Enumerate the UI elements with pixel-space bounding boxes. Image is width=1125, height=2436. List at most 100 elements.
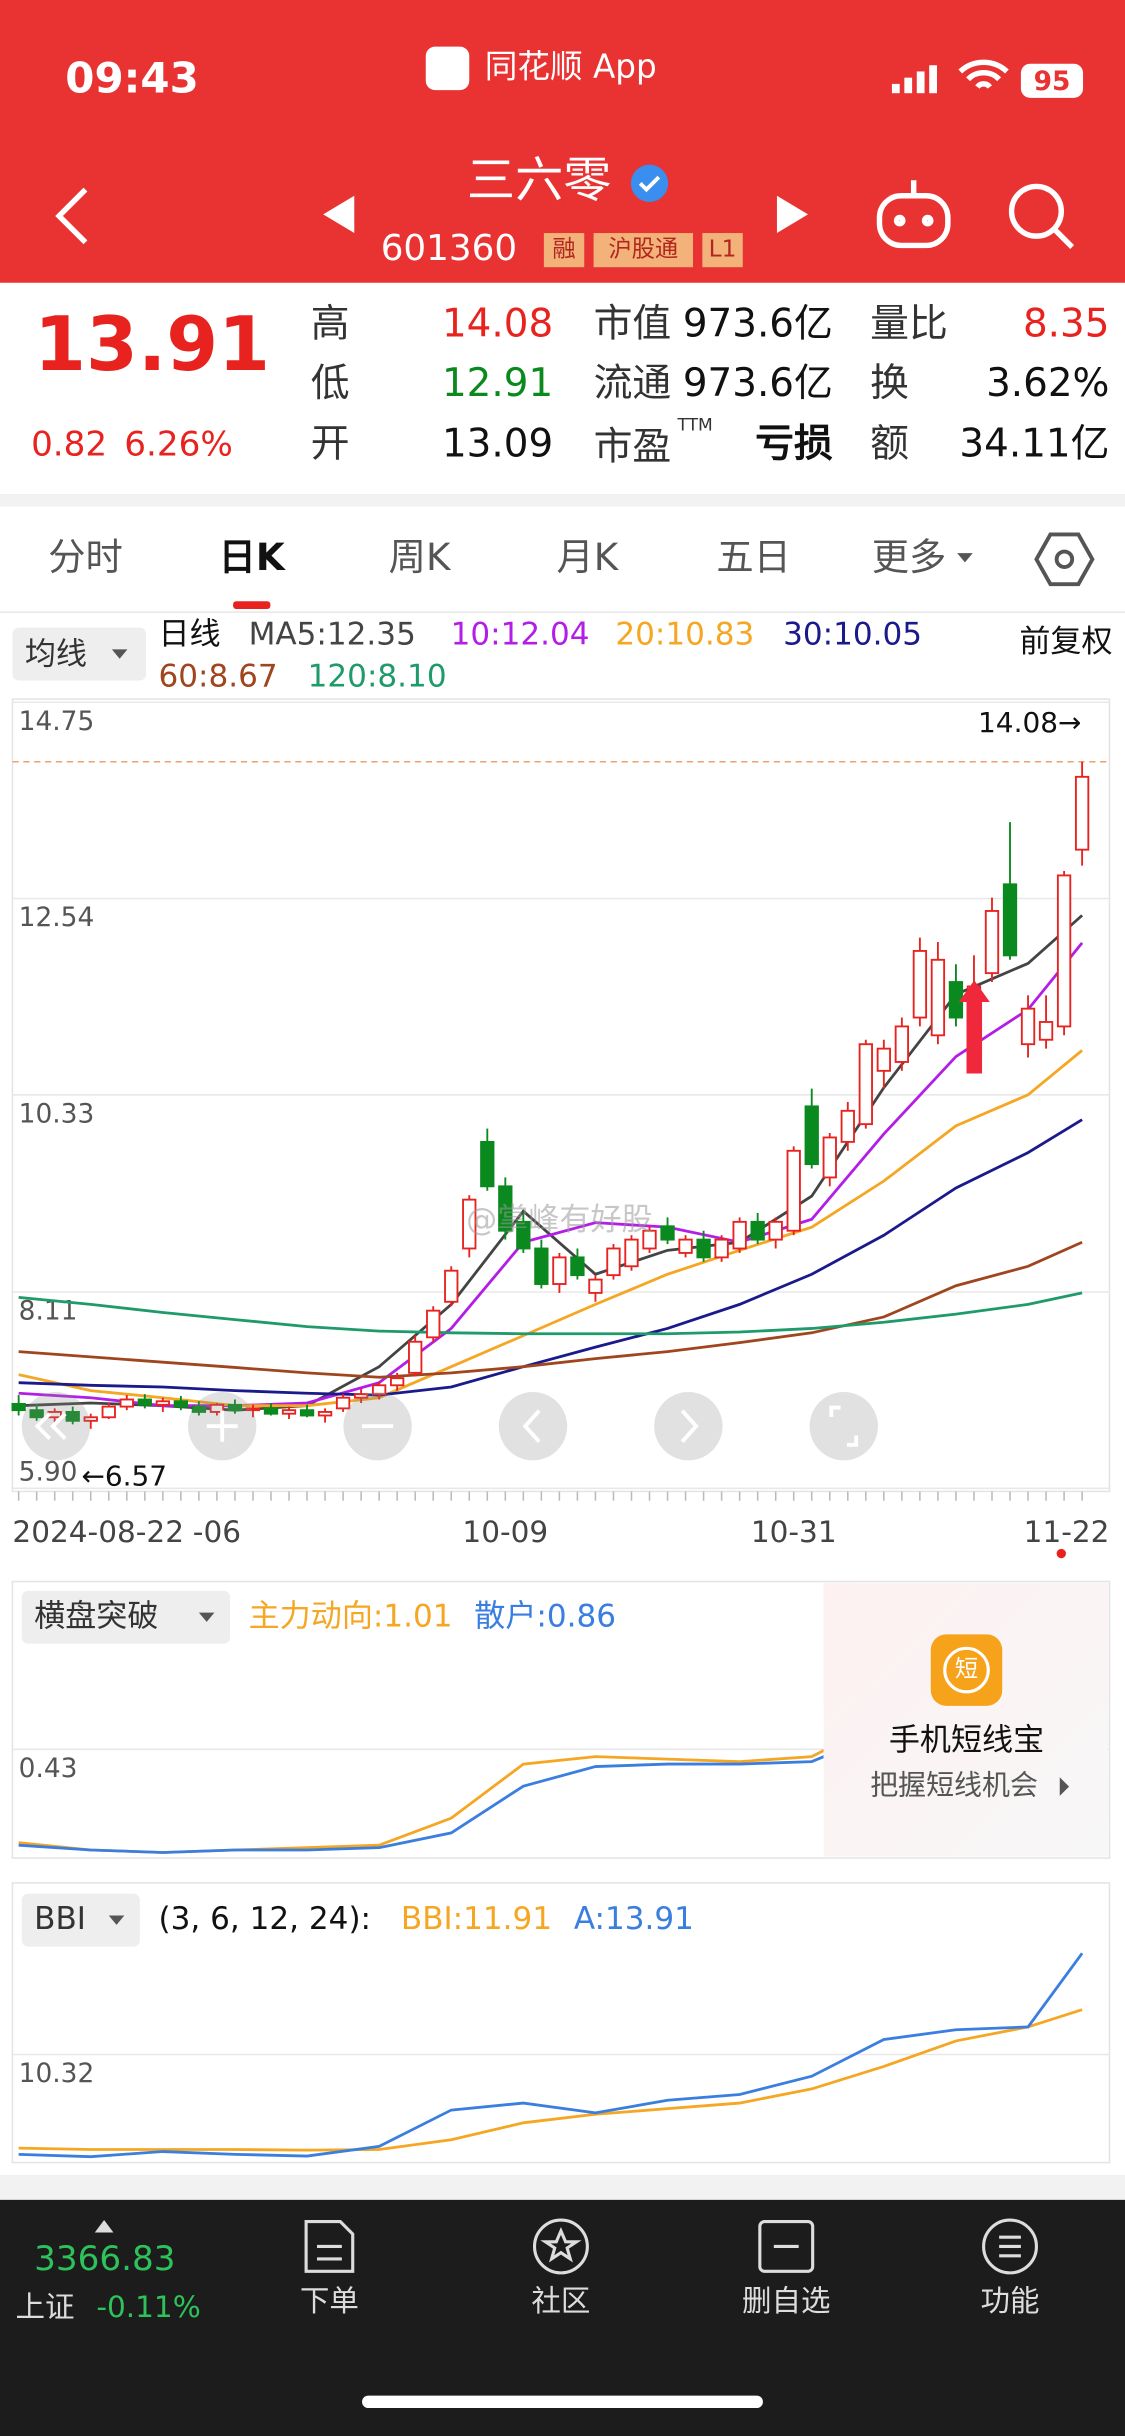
candle-body bbox=[768, 1220, 783, 1241]
toolbar-button[interactable] bbox=[809, 1392, 878, 1461]
candle-body bbox=[480, 1140, 495, 1188]
toolbar-button[interactable] bbox=[654, 1392, 723, 1461]
candle-body bbox=[552, 1256, 567, 1285]
toolbar-button[interactable] bbox=[498, 1392, 568, 1461]
candle-body bbox=[930, 958, 946, 1037]
candle-body bbox=[1002, 883, 1018, 957]
ad-title: 手机短线宝 bbox=[889, 1723, 1044, 1759]
battery-level: 95 bbox=[1034, 66, 1071, 97]
tag: 沪股通 bbox=[608, 236, 678, 263]
ad-card[interactable] bbox=[823, 1583, 1108, 1857]
stat-sup: TTM bbox=[676, 416, 712, 436]
line-series bbox=[18, 1291, 1083, 1336]
home-indicator bbox=[362, 2395, 763, 2409]
candle-body bbox=[1038, 1021, 1054, 1041]
legend-entry: BBI:11.91 bbox=[401, 1901, 552, 1937]
x-tick-label: 10-31 bbox=[751, 1515, 837, 1549]
candle-body bbox=[426, 1309, 441, 1339]
tab-underline bbox=[233, 601, 271, 609]
wifi bbox=[958, 59, 1009, 89]
legend-entry: A:13.91 bbox=[574, 1901, 694, 1937]
stat-label: 额 bbox=[870, 421, 909, 466]
legend-entry: 主力动向:1.01 bbox=[249, 1598, 453, 1634]
change-pct: 6.26% bbox=[124, 424, 233, 464]
indicator-params: (3, 6, 12, 24): bbox=[158, 1901, 371, 1937]
legend-entry: 30:10.05 bbox=[783, 616, 922, 652]
legend-entry: 20:10.83 bbox=[615, 616, 754, 652]
candle-body bbox=[606, 1247, 621, 1277]
adjust-label[interactable]: 前复权 bbox=[1019, 624, 1112, 660]
search-button[interactable] bbox=[1008, 183, 1075, 249]
tag: L1 bbox=[709, 236, 737, 263]
candle-body bbox=[696, 1238, 711, 1259]
candle-body bbox=[1074, 775, 1090, 851]
candle-body bbox=[155, 1400, 170, 1406]
change: 0.82 bbox=[31, 424, 107, 464]
stats: 高 低 开 14.08 12.91 13.09 市值 流通 市盈 TTM 973… bbox=[311, 302, 1110, 470]
candle-body bbox=[948, 981, 964, 1019]
indicator-select-label: BBI bbox=[34, 1901, 86, 1937]
app-name: 同花顺 App bbox=[485, 47, 657, 85]
tab-active[interactable]: 日K bbox=[219, 535, 286, 579]
nav-item[interactable]: 社区 bbox=[531, 2284, 590, 2318]
prev-stock[interactable] bbox=[323, 195, 355, 234]
expand-arrow[interactable] bbox=[94, 2220, 114, 2233]
candle-body bbox=[227, 1403, 243, 1412]
candle-body bbox=[534, 1247, 549, 1285]
indicator-chart: 0.43 横盘突破 主力动向:1.01 散户:0.86 bbox=[12, 1590, 1110, 1854]
candle-body bbox=[822, 1136, 837, 1179]
indicator-select[interactable] bbox=[21, 1893, 140, 1947]
stat-label: 换 bbox=[870, 361, 909, 406]
y-tick-label: 10.33 bbox=[19, 1099, 95, 1130]
dropdown-arrow bbox=[198, 1612, 215, 1622]
stock-name: 三六零 bbox=[467, 152, 611, 208]
candle-body bbox=[173, 1400, 189, 1408]
x-tick-label: -06 bbox=[193, 1515, 241, 1549]
next-stock[interactable] bbox=[776, 195, 809, 234]
index-value[interactable]: 3366.83 bbox=[34, 2239, 175, 2279]
indicator-select[interactable] bbox=[12, 627, 147, 681]
price: 13.91 bbox=[34, 301, 270, 388]
toolbar-button[interactable] bbox=[21, 1392, 91, 1461]
legend-entry: MA5:12.35 bbox=[249, 616, 416, 652]
stock-code: 601360 bbox=[381, 228, 517, 269]
robot-button[interactable] bbox=[876, 180, 951, 249]
tab[interactable]: 月K bbox=[557, 535, 620, 579]
high-label: 14.08→ bbox=[978, 706, 1081, 739]
signal bbox=[891, 65, 937, 94]
indicator-select[interactable] bbox=[21, 1590, 230, 1644]
candle-body bbox=[732, 1220, 747, 1250]
nav-item[interactable]: 功能 bbox=[980, 2284, 1039, 2318]
legend-entry: 120:8.10 bbox=[308, 658, 447, 694]
divider bbox=[0, 494, 1125, 507]
stat-value: 3.62% bbox=[986, 361, 1109, 406]
x-tick-label: 11-22 bbox=[1024, 1515, 1110, 1549]
candle-body bbox=[29, 1409, 44, 1419]
nav-item[interactable]: 删自选 bbox=[742, 2284, 831, 2318]
candle-body bbox=[137, 1398, 152, 1406]
clock: 09:43 bbox=[65, 53, 199, 102]
candle-body bbox=[317, 1410, 333, 1417]
tab[interactable]: 周K bbox=[389, 535, 452, 579]
latest-dot bbox=[1056, 1548, 1066, 1559]
bbi-chart: 10.32 BBI (3, 6, 12, 24): BBI:11.91 A:13.91 bbox=[12, 1893, 1110, 2159]
tab[interactable]: 五日 bbox=[716, 535, 791, 579]
candle-body bbox=[786, 1149, 801, 1232]
candle-body bbox=[660, 1225, 675, 1241]
candle-body bbox=[750, 1220, 765, 1241]
stat-label: 市值 bbox=[594, 302, 672, 347]
ad-arrow bbox=[1059, 1777, 1070, 1796]
tab[interactable]: 分时 bbox=[48, 535, 123, 579]
stat-value: 13.09 bbox=[442, 421, 553, 466]
tab[interactable]: 更多 bbox=[872, 535, 947, 579]
nav-item[interactable]: 下单 bbox=[300, 2284, 359, 2318]
settings-button[interactable] bbox=[1034, 532, 1095, 587]
nav-icons bbox=[304, 2218, 1038, 2275]
line-series bbox=[18, 1240, 1083, 1379]
candle-body bbox=[444, 1269, 459, 1303]
candle-body bbox=[498, 1185, 513, 1232]
tabs: 分时 日K 周K 月K 五日 更多 bbox=[48, 535, 946, 579]
back-button[interactable] bbox=[55, 187, 88, 245]
candle-body bbox=[570, 1256, 585, 1277]
ad-icon-ring bbox=[943, 1646, 990, 1694]
